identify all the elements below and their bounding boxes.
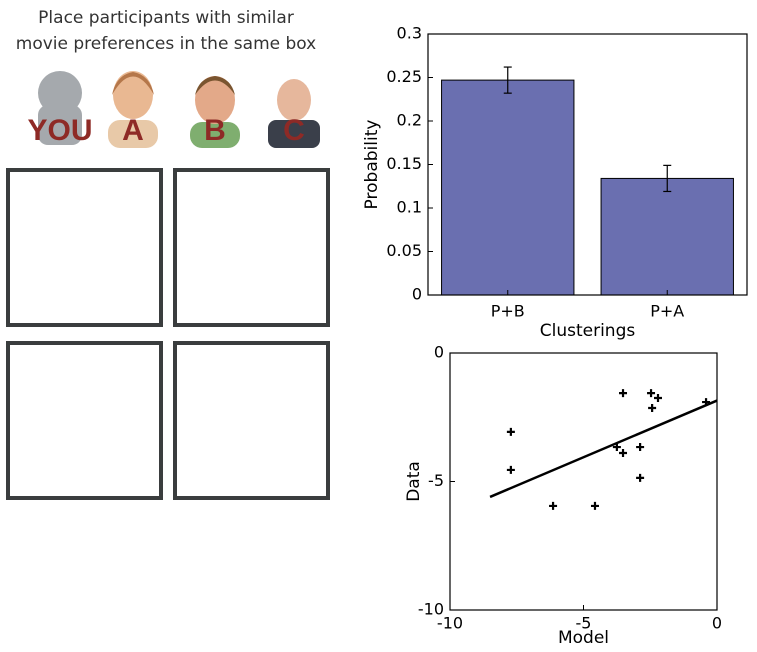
y-tick-label: 0 <box>434 343 444 362</box>
y-axis-label: Data <box>404 461 424 502</box>
y-tick-label: 0.3 <box>397 24 422 43</box>
y-tick-label: 0.1 <box>397 198 422 217</box>
scatter-point <box>636 443 644 451</box>
bar <box>442 80 574 295</box>
y-tick-label: 0 <box>412 285 422 304</box>
x-tick-label: 0 <box>712 614 722 633</box>
drop-box[interactable] <box>175 343 328 498</box>
scatter-point <box>647 389 655 397</box>
scatter-point <box>619 389 627 397</box>
plot-frame <box>450 353 717 610</box>
x-tick-label: P+A <box>650 302 684 321</box>
y-tick-label: -5 <box>428 471 444 490</box>
y-tick-label: 0.2 <box>397 111 422 130</box>
scatter-point <box>507 428 515 436</box>
x-tick-label: P+B <box>491 302 525 321</box>
scatter-point <box>654 394 662 402</box>
y-tick-label: 0.05 <box>386 241 422 260</box>
participant-label: A <box>122 114 144 147</box>
scatter-point <box>549 502 557 510</box>
bar <box>601 178 733 295</box>
y-tick-label: 0.15 <box>386 154 422 173</box>
scatter-point <box>648 404 656 412</box>
x-axis-label: Model <box>558 628 609 648</box>
fit-line <box>490 401 717 497</box>
drop-box[interactable] <box>8 170 161 325</box>
figure: Place participants with similar movie pr… <box>0 0 757 648</box>
participant-label: C <box>283 114 305 147</box>
drop-box[interactable] <box>8 343 161 498</box>
scatter-point <box>619 449 627 457</box>
instruction: Place participants with similar <box>38 8 294 28</box>
participant-label: B <box>204 114 226 147</box>
participant-label: YOU <box>27 114 92 147</box>
y-axis-label: Probability <box>362 120 382 210</box>
x-axis-label: Clusterings <box>540 321 636 341</box>
y-tick-label: -10 <box>418 600 444 619</box>
scatter-point <box>636 474 644 482</box>
scatter-point <box>507 466 515 474</box>
y-tick-label: 0.25 <box>386 67 422 86</box>
instruction: movie preferences in the same box <box>16 34 316 54</box>
drop-box[interactable] <box>175 170 328 325</box>
scatter-point <box>591 502 599 510</box>
